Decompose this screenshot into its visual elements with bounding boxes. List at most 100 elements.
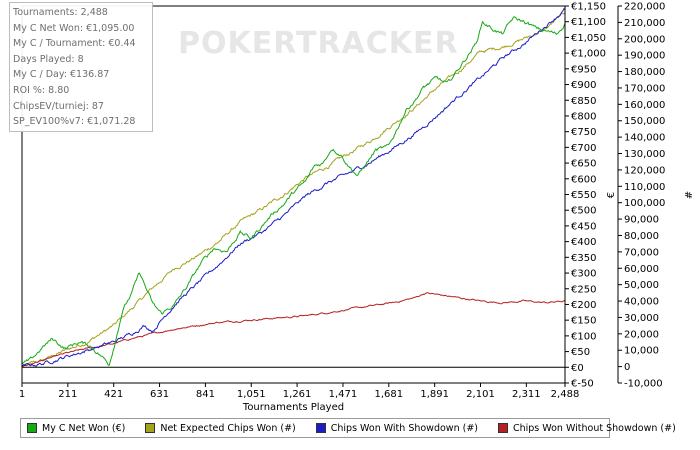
x-tick-label: 1 [19,389,25,400]
y-right-tick-label: 40,000 [624,297,659,308]
legend-label: Chips Won With Showdown (#) [330,422,478,434]
stat-label: My C / Tournament: [13,38,109,50]
y-left-tick-label: €250 [571,284,596,295]
y-right-tick-label: 20,000 [624,329,659,340]
y-right-tick-label: 140,000 [624,133,665,144]
legend: My C Net Won (€) Net Expected Chips Won (… [20,418,676,438]
legend-swatch [27,423,37,433]
y-right-tick-label: 110,000 [624,182,665,193]
legend-swatch [315,423,326,433]
y-left-tick-label: €100 [571,331,596,342]
stat-row: My C / Day: €136.87 [13,67,152,83]
legend-label: My C Net Won (€) [42,422,126,434]
y-left-tick-label: €900 [571,80,596,91]
stat-label: Tournaments: [13,7,81,18]
y-left-tick-label: €750 [571,127,596,138]
y-axis-right-title: # [684,191,695,199]
x-axis: 1 211 421 631 841 1,051 1,261 1,471 1,681 1,891 2,… [19,383,580,400]
x-tick-label: 211 [58,389,77,400]
stat-value: €0.44 [108,38,136,50]
stat-row: Tournaments: 2,488 [13,5,152,21]
stat-row: My C / Tournament: €0.44 [13,36,152,52]
y-left-tick-label: €1,050 [571,33,606,44]
y-right-tick-label: 180,000 [624,67,665,78]
x-tick-label: 1,261 [283,389,312,400]
y-left-tick-label: €350 [571,253,596,264]
x-tick-label: 1,471 [329,389,358,400]
x-tick-label: 841 [196,389,215,400]
stat-label: ChipsEV/turniej: [13,100,92,112]
stat-row: Days Played: 8 [13,52,152,68]
y-left-tick-label: €450 [571,221,596,232]
y-right-tick-label: 10,000 [624,346,659,357]
stat-row: SP_EV100%v7: €1,071.28 [13,114,152,130]
legend-swatch [497,423,508,433]
y-left-tick-label: €150 [571,316,596,327]
y-left-tick-label: €950 [571,64,596,75]
stat-value: €136.87 [70,69,110,81]
stat-value: 8 [77,53,84,65]
y-right-tick-label: 170,000 [624,83,665,94]
x-tick-label: 1,891 [420,389,449,400]
y-right-tick-label: 0 [624,362,630,373]
stat-label: My C Net Won: [13,22,87,34]
stat-value: 8.80 [48,84,70,96]
y-right-tick-label: 90,000 [624,215,659,226]
y-left-tick-label: €600 [571,174,596,185]
legend-item[interactable]: Chips Won Without Showdown (#) [497,422,676,434]
y-left-tick-label: €200 [571,300,596,311]
y-left-tick-label: €850 [571,96,596,107]
legend-swatch [145,423,156,433]
y-left-tick-label: €1,100 [571,17,606,28]
stat-label: SP_EV100%v7: [13,116,88,128]
legend-label: Chips Won Without Showdown (#) [512,422,676,434]
y-left-tick-label: €500 [571,206,596,217]
stat-row: ChipsEV/turniej: 87 [13,99,152,115]
y-left-tick-label: €400 [571,237,596,248]
y-left-tick-label: €800 [571,111,596,122]
y-right-tick-label: 50,000 [624,280,659,291]
x-tick-label: 2,101 [466,389,495,400]
series-line-4 [21,292,566,368]
y-axis-right: -10,000 0 10,000 20,000 30,000 40,000 50,000 60… [617,2,665,390]
y-left-tick-label: €650 [571,159,596,170]
series-line-1 [21,16,566,366]
legend-item[interactable]: My C Net Won (€) [27,423,125,434]
y-right-tick-label: 30,000 [624,313,659,324]
y-right-tick-label: 60,000 [624,264,659,275]
y-right-tick-label: 160,000 [624,100,665,111]
x-axis-title: Tournaments Played [242,402,344,413]
y-left-tick-label: €50 [571,347,590,358]
y-left-tick-label: €700 [571,143,596,154]
stat-label: Days Played: [13,53,78,65]
stat-value: 87 [91,100,104,112]
stats-panel: Tournaments: 2,488 My C Net Won: €1,095.0… [9,2,153,132]
y-right-tick-label: 210,000 [624,18,665,29]
x-tick-label: 421 [104,389,123,400]
y-right-tick-label: 100,000 [624,198,665,209]
legend-item[interactable]: Net Expected Chips Won (#) [145,422,296,434]
x-tick-label: 1,051 [237,389,266,400]
stat-value: 2,488 [80,7,108,18]
y-axis-left-title: € [606,192,617,198]
stat-row: My C Net Won: €1,095.00 [13,21,152,37]
legend-item[interactable]: Chips Won With Showdown (#) [315,422,478,434]
y-left-tick-label: €300 [571,269,596,280]
stat-label: ROI %: [13,84,49,96]
y-right-tick-label: 70,000 [624,247,659,258]
y-axis-left: €-50 €0 €50 €100 €150 €200 €250 €300 €350 €400 €45… [565,2,606,390]
series-line-3 [21,7,566,367]
y-right-tick-label: 120,000 [624,165,665,176]
series-layer [21,7,566,368]
x-tick-label: 2,488 [551,389,580,400]
watermark-logo: POKERTRACKER [178,26,459,61]
y-right-tick-label: 220,000 [624,2,665,13]
y-right-tick-label: 200,000 [624,34,665,45]
y-left-tick-label: €0 [571,363,584,374]
y-left-tick-label: €1,150 [571,2,606,13]
x-tick-label: 631 [150,389,169,400]
legend-label: Net Expected Chips Won (#) [160,422,296,434]
y-right-tick-label: 190,000 [624,51,665,62]
x-tick-label: 1,681 [374,389,403,400]
